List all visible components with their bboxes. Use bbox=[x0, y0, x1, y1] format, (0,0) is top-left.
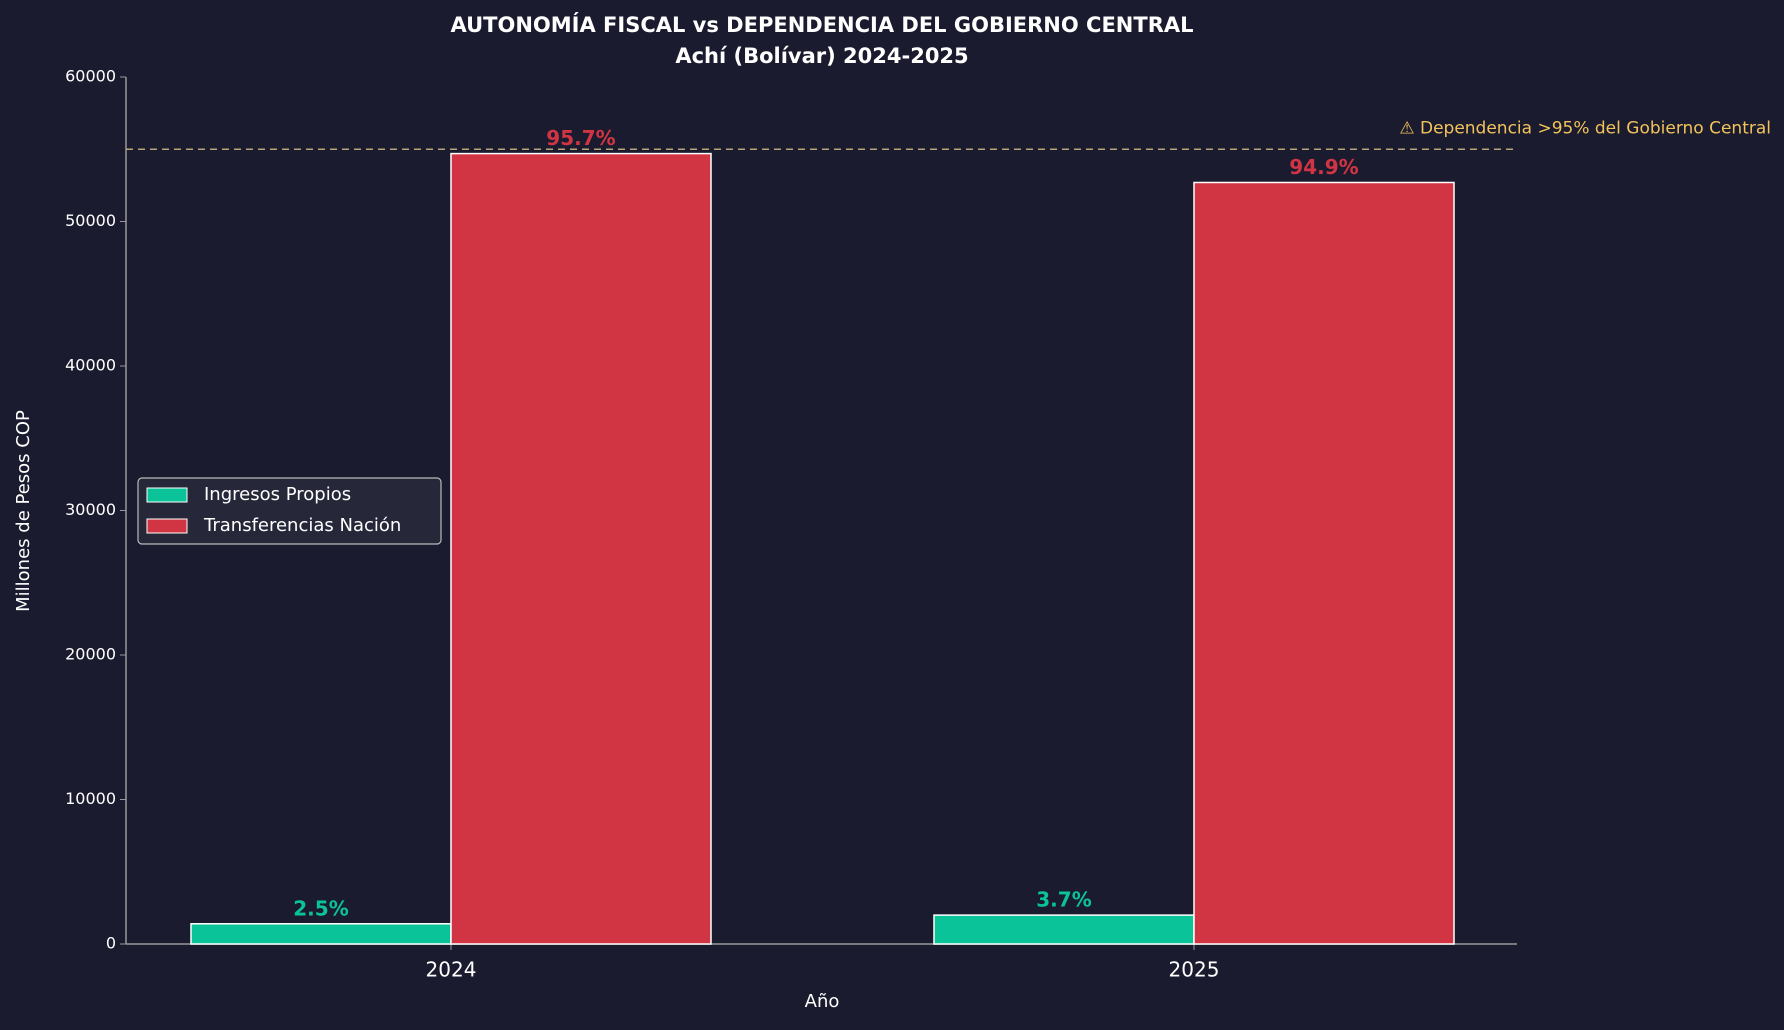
chart-title: AUTONOMÍA FISCAL vs DEPENDENCIA DEL GOBI… bbox=[451, 12, 1194, 37]
x-axis-label: Año bbox=[805, 991, 840, 1012]
y-tick-label: 10000 bbox=[65, 789, 116, 808]
y-tick-label: 40000 bbox=[65, 356, 116, 375]
x-tick-label: 2024 bbox=[426, 958, 477, 982]
legend-swatch bbox=[146, 487, 188, 503]
bar bbox=[190, 923, 452, 945]
y-tick-label: 50000 bbox=[65, 211, 116, 230]
x-tick-label: 2025 bbox=[1169, 958, 1220, 982]
legend: Ingresos Propios Transferencias Nación bbox=[137, 477, 442, 545]
legend-label: Transferencias Nación bbox=[203, 515, 401, 536]
threshold-label: ⚠ Dependencia >95% del Gobierno Central bbox=[1399, 118, 1771, 138]
y-tick-label: 0 bbox=[106, 934, 116, 953]
bar-share-label: 3.7% bbox=[1036, 888, 1091, 912]
legend-box bbox=[137, 477, 442, 545]
legend-swatch bbox=[146, 518, 188, 534]
bar-share-label: 2.5% bbox=[293, 896, 348, 920]
y-tick-label: 60000 bbox=[65, 67, 116, 86]
legend-label: Ingresos Propios bbox=[204, 484, 351, 505]
y-axis-label: Millones de Pesos COP bbox=[13, 410, 34, 612]
y-tick-label: 20000 bbox=[65, 645, 116, 664]
y-tick-label: 30000 bbox=[65, 500, 116, 519]
chart-subtitle: Achí (Bolívar) 2024-2025 bbox=[675, 44, 968, 68]
bar-share-label: 95.7% bbox=[546, 126, 615, 150]
bar-share-label: 94.9% bbox=[1289, 155, 1358, 179]
bar bbox=[450, 152, 712, 945]
bar bbox=[1193, 181, 1455, 945]
bar bbox=[933, 914, 1195, 945]
